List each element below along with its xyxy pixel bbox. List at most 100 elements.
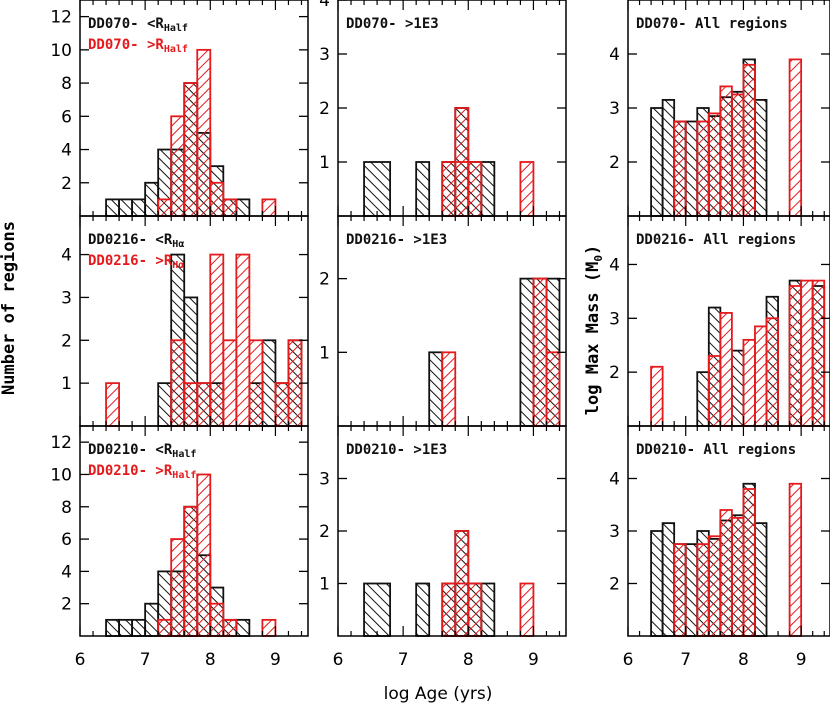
ytick-label-r0c0-4: 10	[50, 41, 72, 61]
bar-r1c2-red-3	[742, 338, 756, 427]
ytick-label-r2c0-4: 10	[50, 465, 72, 485]
panel-label-sub-r2c0-0: Half	[172, 449, 196, 460]
bar-r2c2-red-0	[673, 543, 687, 637]
panel-label-r1c1-0: DD0216- >1E3	[346, 232, 447, 248]
panel-label-text-r0c2-0: DD070- All regions	[636, 16, 788, 32]
bar-r2c1-black-0	[363, 582, 392, 637]
bar-r2c2-red-6	[788, 482, 803, 637]
ytick-label-r0c1-2: 3	[319, 45, 330, 65]
ytick-label-r1c0-2: 3	[61, 288, 72, 308]
bar-r1c1-black-1	[519, 277, 535, 427]
bar-r1c2-black-2	[730, 349, 745, 427]
xtick-label-r2c2-0: 6	[623, 650, 634, 670]
panel-label-r1c0-1: DD0216- >RHα	[88, 253, 184, 271]
bar-r1c0-black-6	[261, 339, 277, 427]
bar-r2c2-black-0	[650, 530, 664, 637]
ytick-label-r2c0-3: 8	[61, 498, 72, 518]
bar-r0c0-black-1	[118, 198, 134, 217]
ytick-label-r1c1-1: 2	[319, 270, 330, 290]
bar-r2c0-black-3	[144, 602, 160, 637]
bar-r0c0-red-3	[196, 48, 212, 217]
xtick-label-r2c1-0: 6	[333, 650, 344, 670]
bar-r0c0-red-5	[222, 198, 238, 217]
panel-label-text-r0c1-0: DD070- >1E3	[346, 16, 439, 32]
panel-label-text-r0c0-1: DD070- >R	[88, 37, 164, 53]
bar-r2c0-black-1	[118, 618, 134, 637]
panel-label-sub-r0c0-0: Half	[164, 23, 188, 34]
bar-r1c0-red-3	[196, 382, 212, 427]
bar-r1c0-red-4	[209, 253, 225, 427]
ytick-label-r0c1-3: 4	[319, 0, 330, 11]
y-axis-label-right: log Max Mass (M0)	[583, 245, 605, 415]
bar-r0c2-red-2	[707, 112, 722, 217]
ytick-label-r2c1-0: 1	[319, 575, 330, 595]
bar-r2c1-red-1	[454, 530, 470, 637]
ytick-label-r1c0-1: 2	[61, 331, 72, 351]
ytick-label-r2c0-1: 4	[61, 562, 72, 582]
ytick-label-r0c1-1: 2	[319, 99, 330, 119]
bar-r0c0-black-10	[235, 198, 251, 217]
panel-label-r1c0-0: DD0216- <RHα	[88, 232, 184, 250]
bar-r0c1-black-5	[480, 161, 496, 217]
bar-r0c2-red-0	[673, 120, 687, 217]
bar-r1c1-black-0	[428, 351, 444, 427]
y-axis-label-right-sub: 0	[592, 255, 605, 262]
panel-r0c1: 1 2 3 4 DD070- >1E3	[319, 0, 567, 217]
bar-r0c1-red-2	[519, 161, 535, 217]
panel-label-r0c0-1: DD070- >RHalf	[88, 37, 188, 55]
panel-r1c2: 2 3 4 DD0216- All regions	[609, 215, 830, 427]
ytick-label-r0c2-2: 4	[609, 45, 620, 65]
bar-r0c2-black-1	[661, 99, 676, 217]
bar-r0c0-red-4	[209, 181, 225, 217]
bar-r0c2-black-9	[754, 99, 768, 217]
panel-label-r2c0-1: DD0210- >RHalf	[88, 463, 196, 481]
panel-label-text-r1c0-0: DD0216- <R	[88, 232, 173, 248]
bar-r2c1-black-1	[415, 582, 431, 637]
bar-r1c2-red-1	[707, 355, 722, 427]
bar-r1c1-red-0	[441, 351, 457, 427]
bar-r1c2-red-5	[765, 317, 779, 427]
ytick-label-r2c2-2: 4	[609, 470, 620, 490]
bar-r2c0-red-0	[157, 618, 173, 637]
bar-r0c2-red-3	[719, 85, 733, 217]
panel-label-r2c1-0: DD0210- >1E3	[346, 442, 447, 458]
bar-r0c1-black-1	[415, 161, 431, 217]
bar-r1c0-red-8	[274, 382, 290, 427]
ytick-label-r2c2-1: 3	[609, 522, 620, 542]
panel-r2c1: 1 2 3 6 7 8 9 DD0210- >1E3	[319, 425, 567, 670]
bar-r0c2-black-0	[650, 107, 664, 217]
xtick-label-r2c2-2: 8	[738, 650, 749, 670]
bar-r0c2-red-4	[730, 93, 745, 217]
bar-r2c1-black-5	[480, 582, 496, 637]
bar-r2c0-red-4	[209, 602, 225, 637]
bar-r2c2-red-1	[696, 543, 710, 637]
bar-r1c2-red-7	[800, 279, 814, 427]
xtick-label-r2c0-0: 6	[75, 650, 86, 670]
ytick-label-r1c0-0: 1	[61, 374, 72, 394]
bar-r2c2-black-1	[661, 522, 676, 637]
bar-r0c0-red-0	[157, 198, 173, 217]
bar-r1c2-red-4	[754, 325, 768, 427]
panel-label-r0c2-0: DD070- All regions	[636, 16, 788, 32]
bar-r2c2-black-9	[754, 522, 768, 637]
panel-label-r0c0-0: DD070- <RHalf	[88, 16, 188, 34]
ytick-label-r1c2-2: 4	[609, 255, 620, 275]
y-axis-label-right-close: )	[583, 245, 603, 255]
bar-r1c0-red-7	[248, 339, 264, 427]
panel-label-sub-r0c0-1: Half	[164, 44, 188, 55]
bar-r1c2-red-8	[811, 279, 826, 427]
panel-label-sub-r1c0-0: Hα	[172, 239, 184, 250]
panel-r0c2: 2 3 4 DD070- All regions	[609, 0, 830, 217]
xtick-label-r2c0-3: 9	[270, 650, 281, 670]
bar-r0c0-red-2	[183, 82, 199, 217]
xtick-label-r2c1-3: 9	[528, 650, 539, 670]
xtick-label-r2c0-1: 7	[140, 650, 151, 670]
bar-r1c0-red-0	[105, 382, 120, 427]
bar-r2c0-red-1	[170, 538, 186, 637]
xtick-label-r2c1-1: 7	[398, 650, 409, 670]
x-axis-label: log Age (yrs)	[384, 684, 493, 704]
bar-r0c2-red-5	[742, 63, 756, 217]
bar-r0c2-black-3	[684, 120, 699, 217]
panel-label-r2c0-0: DD0210- <RHalf	[88, 442, 196, 460]
